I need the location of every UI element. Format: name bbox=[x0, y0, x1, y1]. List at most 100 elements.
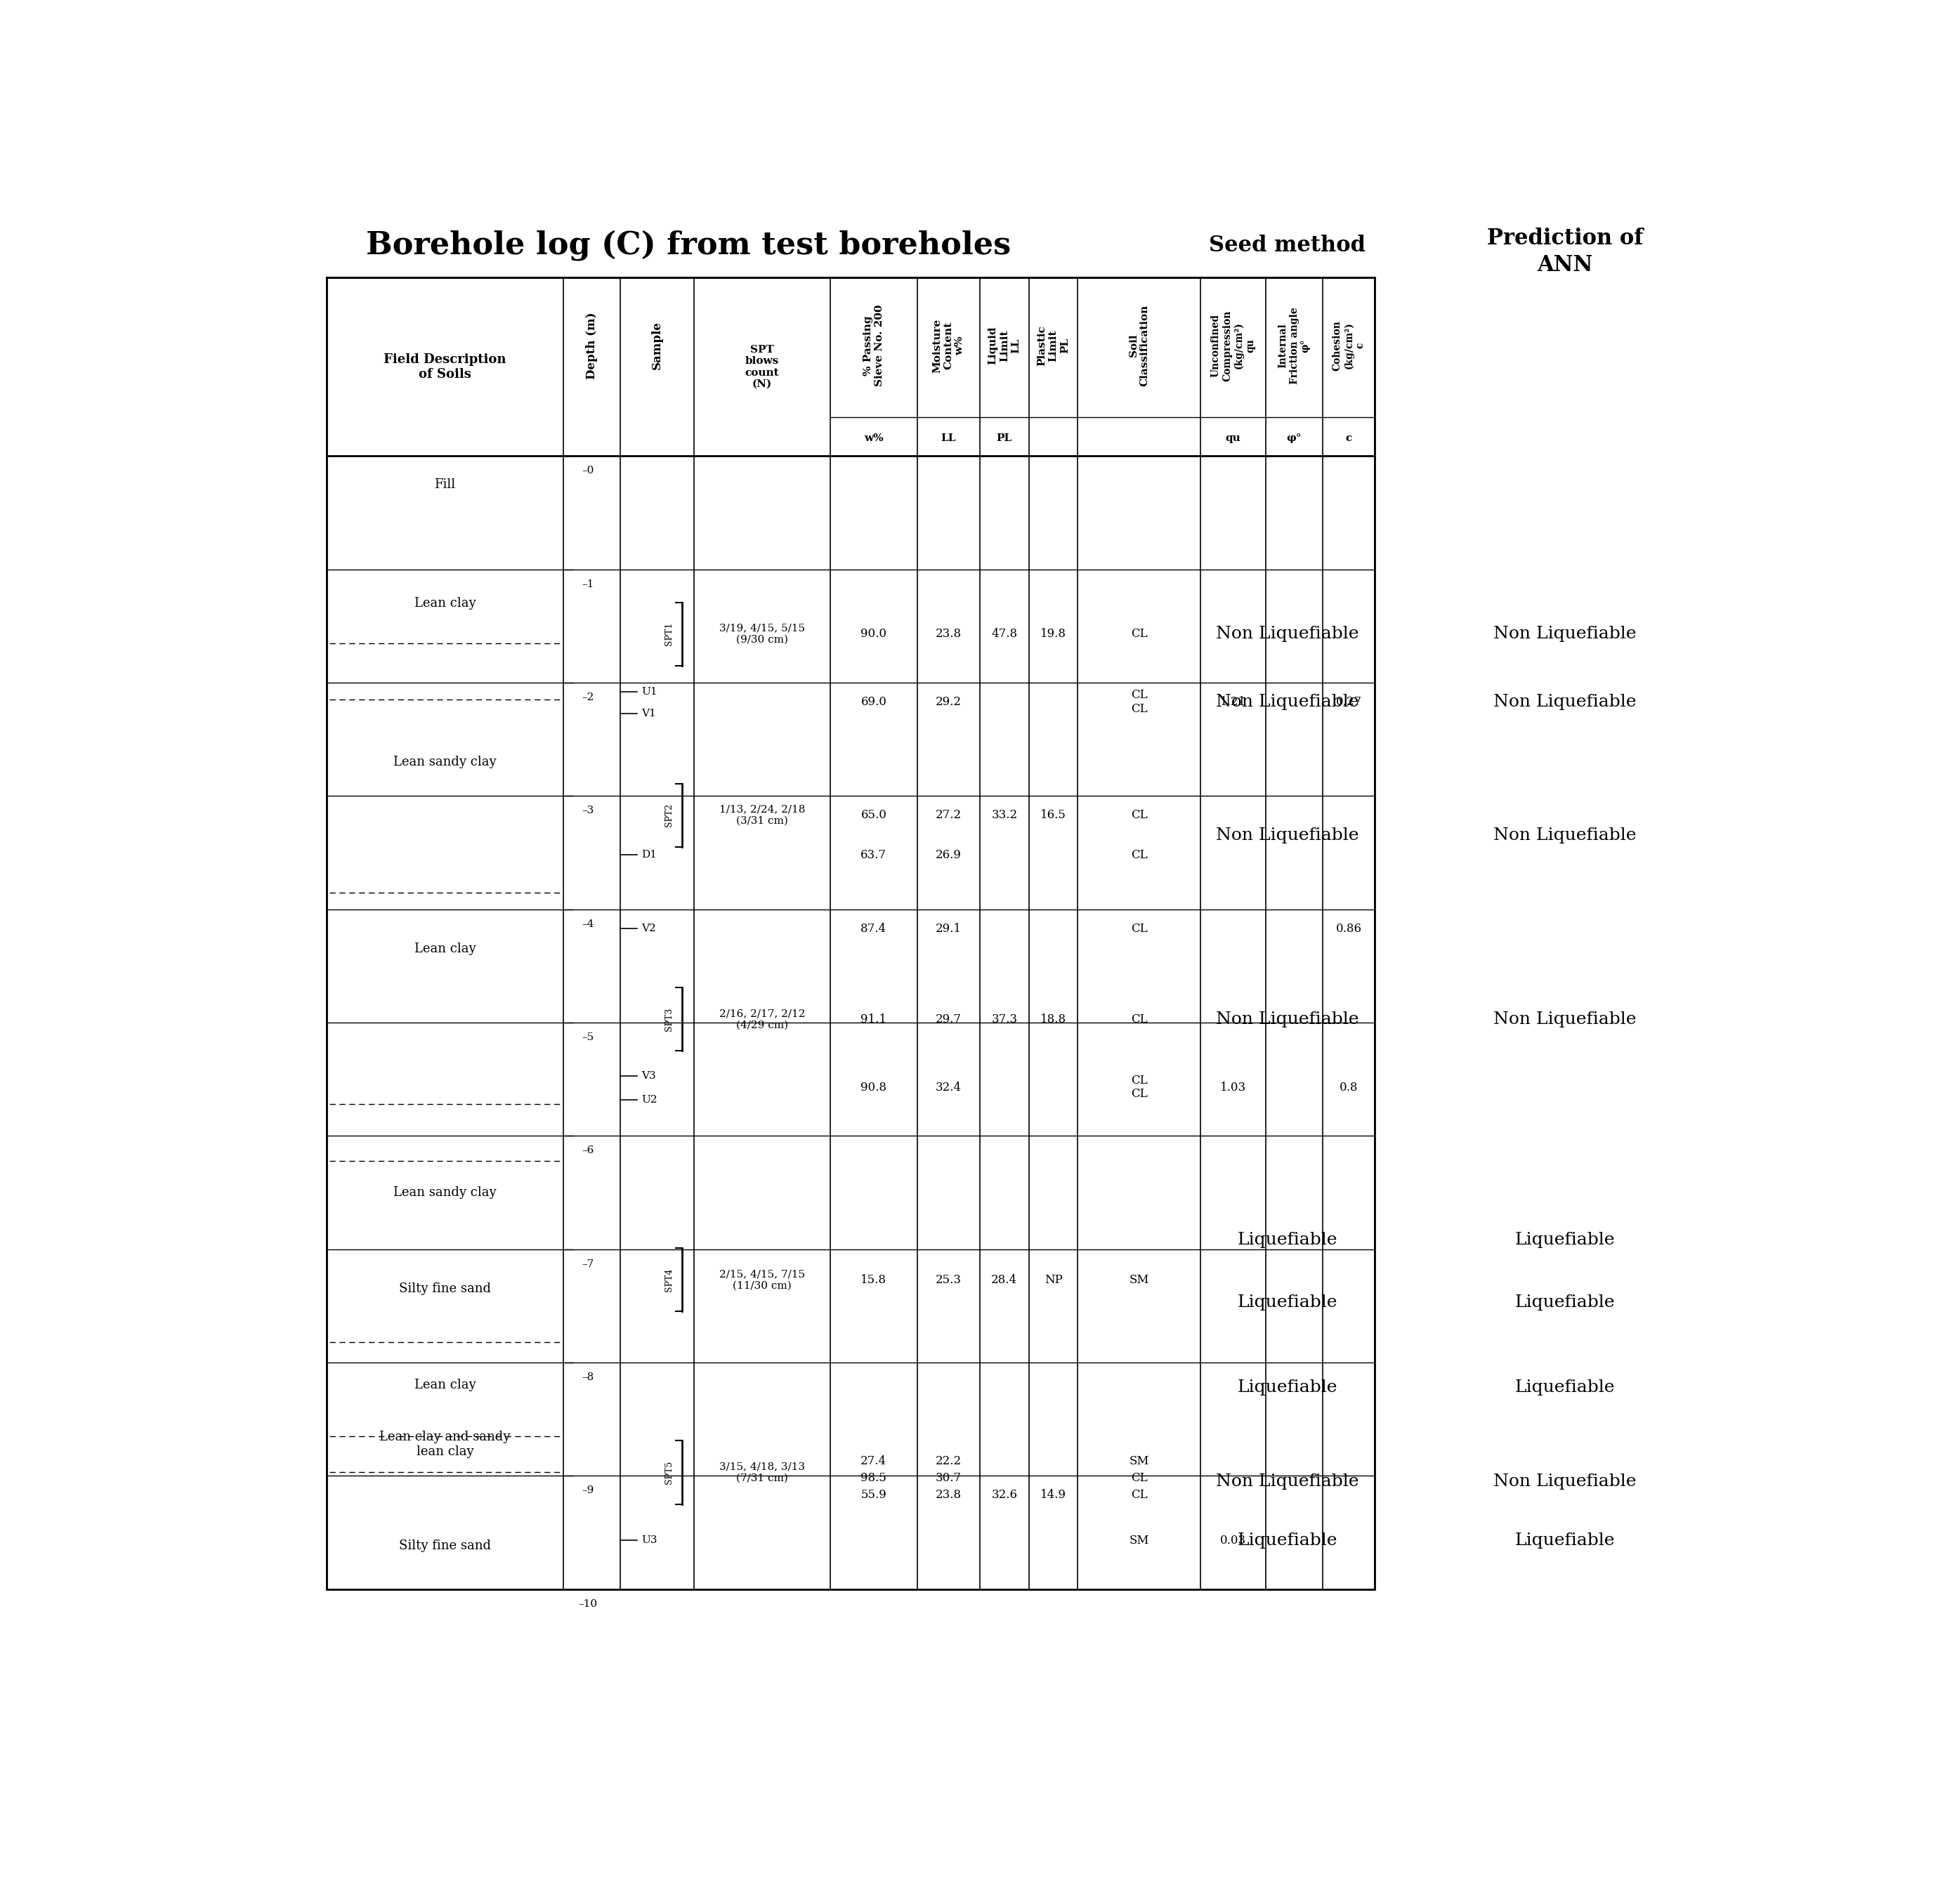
Text: qu: qu bbox=[1225, 434, 1240, 444]
Text: –0: –0 bbox=[581, 466, 593, 476]
Text: 27.4: 27.4 bbox=[860, 1455, 888, 1468]
Text: –2: –2 bbox=[581, 693, 593, 703]
Text: 37.3: 37.3 bbox=[992, 1013, 1017, 1024]
Text: PL: PL bbox=[996, 434, 1012, 444]
Text: Lean clay: Lean clay bbox=[415, 598, 477, 609]
Text: Field Description
of Soils: Field Description of Soils bbox=[384, 354, 506, 381]
Text: 65.0: 65.0 bbox=[860, 809, 888, 821]
Text: Fill: Fill bbox=[434, 478, 455, 491]
Text: 23.8: 23.8 bbox=[936, 628, 961, 640]
Bar bbox=[328, 278, 1374, 1590]
Text: V1: V1 bbox=[641, 708, 655, 718]
Text: –1: –1 bbox=[581, 579, 593, 588]
Text: CL: CL bbox=[1130, 849, 1147, 861]
Text: Lean sandy clay: Lean sandy clay bbox=[393, 1186, 496, 1200]
Text: Non Liquefiable: Non Liquefiable bbox=[1494, 1474, 1636, 1489]
Text: SPT1: SPT1 bbox=[665, 623, 674, 645]
Text: 19.8: 19.8 bbox=[1041, 628, 1066, 640]
Text: –10: –10 bbox=[578, 1599, 597, 1609]
Text: CL: CL bbox=[1130, 809, 1147, 821]
Text: CL: CL bbox=[1130, 1472, 1147, 1483]
Text: SPT2: SPT2 bbox=[665, 803, 674, 826]
Text: Unconfined
Compression
(kg/cm²)
qu: Unconfined Compression (kg/cm²) qu bbox=[1211, 310, 1256, 381]
Text: 27.2: 27.2 bbox=[936, 809, 961, 821]
Text: 29.1: 29.1 bbox=[936, 923, 961, 935]
Text: 32.4: 32.4 bbox=[936, 1081, 961, 1093]
Text: 15.8: 15.8 bbox=[860, 1274, 888, 1285]
Text: 47.8: 47.8 bbox=[992, 628, 1017, 640]
Text: 0.03: 0.03 bbox=[1221, 1535, 1246, 1546]
Text: Liquefiable: Liquefiable bbox=[1516, 1295, 1614, 1310]
Text: Non Liquefiable: Non Liquefiable bbox=[1494, 693, 1636, 710]
Text: 32.6: 32.6 bbox=[992, 1489, 1017, 1500]
Text: 0.86: 0.86 bbox=[1335, 923, 1362, 935]
Text: Depth (m): Depth (m) bbox=[585, 312, 599, 379]
Text: –7: –7 bbox=[581, 1259, 593, 1268]
Text: 1.21: 1.21 bbox=[1221, 697, 1246, 708]
Text: 55.9: 55.9 bbox=[860, 1489, 888, 1500]
Text: 25.3: 25.3 bbox=[936, 1274, 961, 1285]
Text: 28.4: 28.4 bbox=[992, 1274, 1017, 1285]
Text: –5: –5 bbox=[581, 1032, 593, 1041]
Text: Lean clay and sandy
lean clay: Lean clay and sandy lean clay bbox=[380, 1430, 510, 1458]
Text: 33.2: 33.2 bbox=[992, 809, 1017, 821]
Text: –4: –4 bbox=[581, 920, 593, 929]
Text: Plastic
Limit
PL: Plastic Limit PL bbox=[1037, 326, 1070, 366]
Text: Liquefiable: Liquefiable bbox=[1238, 1232, 1337, 1249]
Text: Sample: Sample bbox=[651, 322, 663, 369]
Text: U2: U2 bbox=[641, 1095, 657, 1104]
Text: D1: D1 bbox=[641, 849, 657, 861]
Text: Prediction of
ANN: Prediction of ANN bbox=[1486, 227, 1643, 276]
Text: 22.2: 22.2 bbox=[936, 1455, 961, 1468]
Text: Non Liquefiable: Non Liquefiable bbox=[1215, 693, 1359, 710]
Text: Non Liquefiable: Non Liquefiable bbox=[1215, 1474, 1359, 1489]
Text: –9: –9 bbox=[581, 1485, 593, 1495]
Text: 90.0: 90.0 bbox=[860, 628, 888, 640]
Text: Moisture
Content
w%: Moisture Content w% bbox=[932, 318, 965, 373]
Text: 63.7: 63.7 bbox=[860, 849, 888, 861]
Text: Lean sandy clay: Lean sandy clay bbox=[393, 756, 496, 769]
Text: Non Liquefiable: Non Liquefiable bbox=[1215, 626, 1359, 642]
Text: 1.03: 1.03 bbox=[1221, 1081, 1246, 1093]
Text: Seed method: Seed method bbox=[1209, 234, 1366, 257]
Text: Soil
Classification: Soil Classification bbox=[1128, 305, 1149, 387]
Text: Liquefiable: Liquefiable bbox=[1516, 1232, 1614, 1249]
Text: V3: V3 bbox=[641, 1070, 655, 1081]
Text: 69.0: 69.0 bbox=[860, 697, 888, 708]
Text: Non Liquefiable: Non Liquefiable bbox=[1215, 1011, 1359, 1028]
Text: SPT5: SPT5 bbox=[665, 1460, 674, 1483]
Text: SM: SM bbox=[1130, 1455, 1149, 1468]
Text: CL
CL: CL CL bbox=[1130, 1074, 1147, 1101]
Text: 16.5: 16.5 bbox=[1041, 809, 1066, 821]
Text: 90.8: 90.8 bbox=[860, 1081, 888, 1093]
Text: 14.9: 14.9 bbox=[1041, 1489, 1066, 1500]
Text: 30.7: 30.7 bbox=[936, 1472, 961, 1483]
Text: Internal
Friction angle
φ°: Internal Friction angle φ° bbox=[1277, 307, 1310, 385]
Text: Liquid
Limit
LL: Liquid Limit LL bbox=[988, 326, 1021, 366]
Text: 0.27: 0.27 bbox=[1335, 697, 1362, 708]
Text: 23.8: 23.8 bbox=[936, 1489, 961, 1500]
Text: 91.1: 91.1 bbox=[860, 1013, 888, 1024]
Text: Lean clay: Lean clay bbox=[415, 1378, 477, 1392]
Text: Non Liquefiable: Non Liquefiable bbox=[1215, 828, 1359, 843]
Text: NP: NP bbox=[1045, 1274, 1062, 1285]
Text: CL: CL bbox=[1130, 1013, 1147, 1024]
Text: Borehole log (C) from test boreholes: Borehole log (C) from test boreholes bbox=[366, 230, 1012, 261]
Text: % Passing
Sieve No. 200: % Passing Sieve No. 200 bbox=[862, 305, 884, 387]
Text: U1: U1 bbox=[641, 687, 657, 697]
Text: 3/15, 4/18, 3/13
(7/31 cm): 3/15, 4/18, 3/13 (7/31 cm) bbox=[719, 1462, 804, 1483]
Text: –8: –8 bbox=[581, 1373, 593, 1382]
Text: Liquefiable: Liquefiable bbox=[1238, 1378, 1337, 1396]
Text: Liquefiable: Liquefiable bbox=[1238, 1533, 1337, 1548]
Text: –6: –6 bbox=[581, 1146, 593, 1156]
Text: CL: CL bbox=[1130, 628, 1147, 640]
Text: φ°: φ° bbox=[1287, 434, 1302, 444]
Text: LL: LL bbox=[942, 434, 955, 444]
Text: 2/16, 2/17, 2/12
(4/29 cm): 2/16, 2/17, 2/12 (4/29 cm) bbox=[719, 1009, 804, 1030]
Text: 0.8: 0.8 bbox=[1339, 1081, 1359, 1093]
Text: Liquefiable: Liquefiable bbox=[1516, 1378, 1614, 1396]
Text: Non Liquefiable: Non Liquefiable bbox=[1494, 1011, 1636, 1028]
Text: 87.4: 87.4 bbox=[860, 923, 888, 935]
Text: Silty fine sand: Silty fine sand bbox=[399, 1283, 490, 1295]
Text: c: c bbox=[1345, 434, 1353, 444]
